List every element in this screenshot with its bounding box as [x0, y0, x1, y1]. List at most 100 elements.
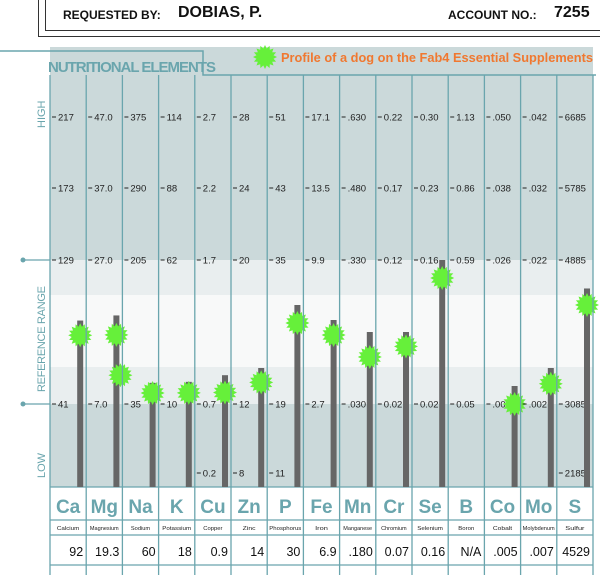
tick-label-Mg: 47.0 — [94, 113, 113, 124]
bar-Na — [149, 382, 156, 487]
result-value-S: 4529 — [562, 545, 590, 559]
tick-label-S: 4885 — [565, 256, 586, 267]
range-marker-dot — [20, 401, 26, 407]
element-symbol-Mg: Mg — [91, 497, 118, 518]
tick-label-Fe: 13.5 — [311, 184, 330, 195]
element-name-Mg: Magnesium — [90, 526, 119, 532]
tick-label-Mg: 27.0 — [94, 256, 113, 267]
profile-star-Fe — [321, 323, 346, 347]
tick-label-Zn: 8 — [239, 469, 244, 480]
element-symbol-P: P — [279, 497, 292, 518]
tick-label-P: 51 — [275, 113, 286, 124]
tick-label-Fe: 2.7 — [311, 400, 324, 411]
result-value-B: N/A — [461, 545, 483, 559]
profile-star-Zn — [249, 370, 274, 395]
tick-label-P: 35 — [275, 256, 286, 267]
tick-label-Co: .038 — [492, 184, 511, 195]
element-name-K: Potassium — [162, 526, 191, 532]
legend-star-icon — [253, 45, 277, 69]
tick-label-Zn: 20 — [239, 256, 250, 267]
result-value-Fe: 6.9 — [319, 545, 336, 559]
legend-label: Profile of a dog on the Fab4 Essential S… — [281, 51, 593, 65]
tick-label-K: 88 — [167, 184, 178, 195]
element-symbol-Cr: Cr — [383, 497, 405, 518]
result-value-Mn: .180 — [348, 545, 372, 559]
tick-label-B: 0.86 — [456, 184, 475, 195]
tick-label-S: 6685 — [565, 113, 586, 124]
tick-label-S: 2185 — [565, 469, 586, 480]
tick-label-Co: .002 — [492, 400, 511, 411]
tick-label-Cr: 0.17 — [384, 184, 403, 195]
element-symbol-Mn: Mn — [344, 497, 371, 518]
tick-label-Mg: 37.0 — [94, 184, 113, 195]
bar-K — [185, 381, 192, 487]
tick-label-B: 1.13 — [456, 113, 475, 124]
tick-label-Na: 205 — [130, 256, 146, 267]
tick-label-Mn: .030 — [348, 400, 367, 411]
tick-label-Cu: 2.7 — [203, 113, 216, 124]
report-header-inner — [45, 0, 600, 31]
element-symbol-Fe: Fe — [310, 497, 332, 518]
axis-label-range: REFERENCE RANGE — [36, 286, 48, 392]
tick-label-Ca: 41 — [58, 400, 69, 411]
tick-label-Mo: .022 — [529, 256, 548, 267]
tick-label-Na: 290 — [130, 184, 146, 195]
requested-by-label: REQUESTED BY: — [63, 8, 161, 22]
tick-label-Se: 0.16 — [420, 256, 439, 267]
tick-label-Zn: 24 — [239, 184, 250, 195]
tick-label-Mo: .032 — [529, 184, 548, 195]
tick-label-S: 5785 — [565, 184, 586, 195]
tick-label-Se: 0.30 — [420, 113, 439, 124]
tick-label-K: 10 — [167, 400, 178, 411]
tick-label-K: 114 — [167, 113, 182, 124]
low-band — [50, 404, 593, 487]
tick-label-P: 11 — [275, 469, 285, 480]
tick-label-P: 43 — [275, 184, 286, 195]
tick-label-Co: .026 — [492, 256, 511, 267]
bar-Co — [511, 386, 518, 487]
result-value-Cr: 0.07 — [385, 545, 409, 559]
element-symbol-Ca: Ca — [56, 497, 81, 518]
element-symbol-Na: Na — [128, 497, 153, 518]
element-name-Mo: Molybdenum — [523, 526, 555, 532]
result-value-Co: .005 — [493, 545, 517, 559]
bar-Mn — [366, 332, 373, 487]
tick-label-Fe: 9.9 — [311, 256, 324, 267]
high-band — [50, 47, 593, 260]
bar-Mo — [547, 368, 554, 487]
bar-Se — [439, 260, 446, 487]
tick-label-Na: 35 — [130, 400, 141, 411]
tick-label-Cu: 2.2 — [203, 184, 216, 195]
result-value-Mo: .007 — [529, 545, 553, 559]
tick-label-B: 0.05 — [456, 400, 475, 411]
tick-label-Mo: .002 — [529, 400, 548, 411]
mid-range-band — [50, 295, 593, 367]
lower-range-band — [50, 367, 593, 404]
tick-label-Cr: 0.12 — [384, 256, 403, 267]
element-name-Fe: Iron — [315, 526, 328, 532]
tick-label-Na: 375 — [130, 113, 146, 124]
axis-label-high: HIGH — [36, 100, 48, 128]
element-name-Na: Sodium — [131, 526, 151, 532]
upper-range-band — [50, 260, 593, 295]
element-symbol-Co: Co — [490, 497, 515, 518]
tick-label-Cr: 0.02 — [384, 400, 403, 411]
requested-by-value: DOBIAS, P. — [178, 4, 263, 21]
element-symbol-K: K — [170, 497, 184, 518]
account-value: 7255 — [554, 4, 590, 21]
tick-label-Mn: .480 — [348, 184, 367, 195]
tick-label-K: 62 — [167, 256, 178, 267]
result-value-Zn: 14 — [250, 545, 264, 559]
tick-label-Se: 0.02 — [420, 400, 439, 411]
element-symbol-S: S — [569, 497, 582, 518]
axis-label-low: LOW — [36, 452, 48, 478]
element-symbol-Mo: Mo — [525, 497, 552, 518]
result-value-Cu: 0.9 — [211, 545, 228, 559]
bar-Mg — [113, 315, 120, 487]
bar-Cr — [403, 332, 409, 487]
tick-label-Co: .050 — [492, 113, 511, 124]
element-symbol-B: B — [459, 497, 473, 518]
profile-star-Se — [430, 266, 455, 290]
element-name-Co: Cobalt — [493, 526, 513, 532]
